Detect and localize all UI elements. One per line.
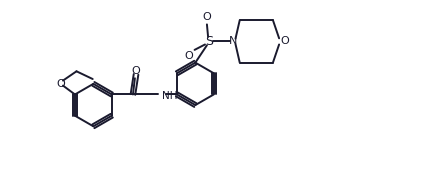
Text: O: O	[184, 51, 193, 61]
Text: S: S	[205, 35, 213, 48]
Text: N: N	[229, 36, 237, 46]
Text: O: O	[280, 36, 289, 46]
Text: O: O	[202, 13, 211, 22]
Text: O: O	[56, 79, 65, 89]
Text: NH: NH	[162, 91, 177, 101]
Text: O: O	[132, 65, 141, 76]
